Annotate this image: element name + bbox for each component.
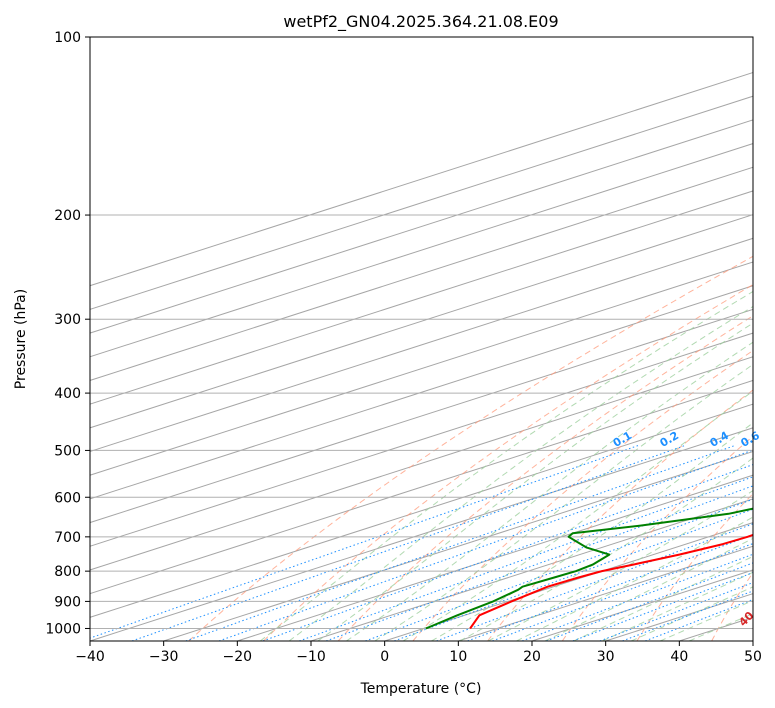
y-tick-label: 600 bbox=[54, 490, 81, 506]
moist-adiabat-line bbox=[346, 341, 753, 641]
mixing-ratio-line bbox=[185, 444, 736, 641]
dry-adiabat-line bbox=[263, 284, 753, 641]
moist-adiabat-line bbox=[288, 305, 753, 641]
x-tick-label: −10 bbox=[296, 649, 326, 665]
isotherm-line bbox=[90, 285, 753, 500]
moist-adiabat-line bbox=[630, 586, 753, 641]
x-tick-label: −30 bbox=[149, 649, 179, 665]
isotherm-line bbox=[90, 356, 753, 571]
y-tick-label: 300 bbox=[54, 312, 81, 328]
mixing-ratio-line bbox=[131, 444, 686, 641]
isotherm-line bbox=[90, 95, 753, 310]
x-tick-label: 40 bbox=[670, 649, 688, 665]
x-tick-label: 10 bbox=[449, 649, 467, 665]
x-tick-label: −20 bbox=[223, 649, 253, 665]
dry-adiabat-line bbox=[337, 315, 753, 641]
mixing-ratio-line bbox=[467, 534, 753, 641]
chart-title: wetPf2_GN04.2025.364.21.08.E09 bbox=[283, 12, 558, 32]
mixing-ratio-line bbox=[218, 449, 753, 641]
dewpoint-line bbox=[425, 507, 753, 630]
isobar-gridlines bbox=[90, 37, 753, 629]
isotherm-line bbox=[90, 379, 753, 595]
y-tick-label: 1000 bbox=[45, 621, 81, 637]
mixing-ratio-line bbox=[365, 498, 753, 641]
moist-adiabat-line bbox=[602, 571, 753, 641]
y-tick-label: 800 bbox=[54, 564, 81, 580]
moist-adiabat-line bbox=[402, 390, 753, 641]
isotherm-line bbox=[310, 498, 753, 641]
temperature-line bbox=[469, 533, 753, 630]
moist-adiabat-line bbox=[431, 422, 753, 641]
mixing-ratio-line bbox=[394, 508, 753, 641]
isotherm-line bbox=[163, 450, 753, 641]
plot-frame bbox=[89, 36, 754, 642]
isotherm-line bbox=[90, 308, 753, 524]
x-axis-label: Temperature (°C) bbox=[360, 681, 482, 697]
isotherm-line bbox=[90, 427, 753, 641]
moist-adiabat-line bbox=[516, 516, 753, 641]
background-lines bbox=[90, 71, 753, 641]
dry-adiabat-line bbox=[487, 389, 753, 641]
isotherm-line bbox=[237, 474, 753, 641]
isotherm-line bbox=[384, 522, 753, 641]
isotherm-line bbox=[90, 166, 753, 381]
x-tick-label: 20 bbox=[523, 649, 541, 665]
y-axis: 1000 900 800 700 600 500 400 300 200 100 bbox=[45, 30, 90, 637]
isotherm-line bbox=[90, 237, 753, 453]
moist-adiabat-line bbox=[374, 363, 753, 641]
x-tick-label: 30 bbox=[597, 649, 615, 665]
y-tick-label: 900 bbox=[54, 594, 81, 610]
x-tick-label: −40 bbox=[75, 649, 105, 665]
moist-adiabat-line bbox=[459, 457, 753, 641]
x-tick-label: 0 bbox=[380, 649, 389, 665]
moist-adiabat-line bbox=[544, 537, 753, 641]
dry-adiabat-line bbox=[636, 492, 753, 641]
isotherm-line bbox=[90, 403, 753, 618]
dry-adiabat-line bbox=[561, 435, 753, 641]
isotherm-line bbox=[90, 261, 753, 476]
isotherm-line bbox=[90, 214, 753, 429]
y-tick-label: 100 bbox=[54, 30, 81, 46]
mixing-ratio-line bbox=[325, 485, 753, 641]
x-tick-label: 50 bbox=[744, 649, 762, 665]
isotherm-line bbox=[90, 190, 753, 405]
y-tick-label: 400 bbox=[54, 386, 81, 402]
dry-adiabat-line bbox=[188, 255, 753, 641]
mixing-ratio-line bbox=[492, 543, 753, 641]
dry-adiabat-line bbox=[412, 349, 753, 641]
x-axis: −40 −30 −20 −10 0 10 20 30 40 50 bbox=[75, 641, 762, 665]
y-tick-label: 500 bbox=[54, 443, 81, 459]
moist-adiabat-line bbox=[317, 322, 753, 641]
y-axis-label: Pressure (hPa) bbox=[13, 289, 29, 389]
y-tick-label: 200 bbox=[54, 208, 81, 224]
y-tick-label: 700 bbox=[54, 530, 81, 546]
isotherm-line bbox=[90, 143, 753, 358]
profile-series bbox=[425, 507, 753, 630]
isotherm-line bbox=[90, 71, 753, 287]
isotherm-line bbox=[90, 119, 753, 334]
isotherm-line bbox=[90, 332, 753, 547]
